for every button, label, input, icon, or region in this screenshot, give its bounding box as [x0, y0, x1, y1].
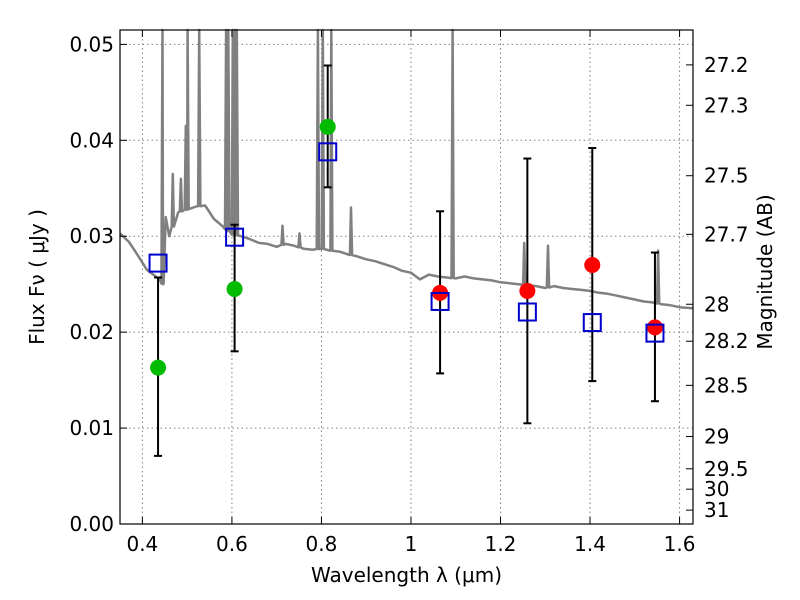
data-point-circle: [150, 359, 167, 376]
y2-tick-label: 27.2: [704, 53, 749, 77]
plot-frame: [119, 29, 694, 525]
x-tick-label: 0.6: [216, 532, 248, 556]
x-tick-label: 1.2: [485, 532, 517, 556]
data-point-circle: [519, 282, 536, 299]
y2-tick-label: 28.2: [704, 329, 749, 353]
data-point-circle: [584, 257, 601, 274]
y-axis-title: Flux Fν ( μJy ): [25, 209, 49, 345]
y2-tick-label: 29.5: [704, 457, 749, 481]
model-point-square: [645, 323, 665, 343]
y2-tick-label: 28.5: [704, 373, 749, 397]
data-point-circle: [319, 118, 336, 135]
y-tick-label: 0.04: [69, 128, 114, 152]
model-point-square: [225, 227, 245, 247]
y2-tick-label: 30: [704, 477, 729, 501]
data-point-circle: [226, 280, 243, 297]
data-point-circle: [646, 319, 663, 336]
y2-axis-title: Magnitude (AB): [753, 194, 777, 349]
y-tick-label: 0.03: [69, 224, 114, 248]
y2-tick-label: 27.3: [704, 93, 749, 117]
model-point-square: [430, 291, 450, 311]
y-tick-label: 0.02: [69, 320, 114, 344]
x-tick-label: 1.6: [664, 532, 696, 556]
x-tick-label: 0.4: [126, 532, 158, 556]
y2-tick-label: 27.7: [704, 222, 749, 246]
axis-ticks: 0.4 0.6 0.8 1 1.2 1.4 1.6 0.00 0.01 0.02 0.03 0.04 0…: [69, 30, 749, 556]
y2-tick-label: 28: [704, 292, 729, 316]
plot-area: [119, 28, 694, 457]
x-tick-label: 0.8: [306, 532, 338, 556]
y-tick-label: 0.01: [69, 416, 114, 440]
model-spectrum-line: [119, 28, 694, 310]
model-point-square: [582, 313, 602, 333]
grid-layer: [120, 30, 693, 525]
y-tick-label: 0.05: [69, 32, 114, 56]
x-tick-label: 1: [405, 532, 418, 556]
x-tick-label: 1.4: [574, 532, 606, 556]
model-point-square: [517, 302, 537, 322]
y-tick-label: 0.00: [69, 512, 114, 536]
y2-tick-label: 29: [704, 425, 729, 449]
model-point-square: [148, 253, 168, 273]
y2-tick-label: 31: [704, 498, 729, 522]
x-axis-title: Wavelength λ (μm): [311, 563, 502, 587]
model-point-square: [318, 142, 338, 162]
y2-tick-label: 27.5: [704, 164, 749, 188]
